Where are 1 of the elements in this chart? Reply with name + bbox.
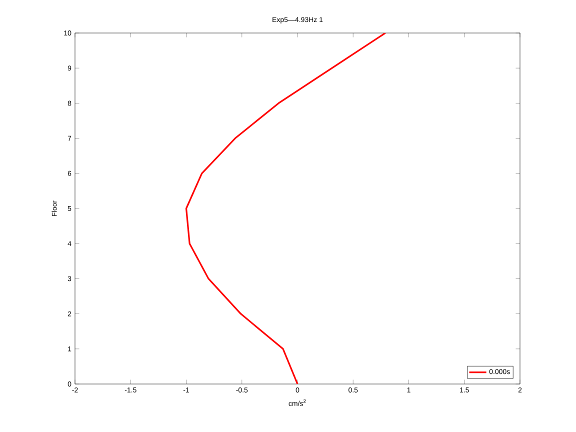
line-series: [185, 33, 386, 384]
